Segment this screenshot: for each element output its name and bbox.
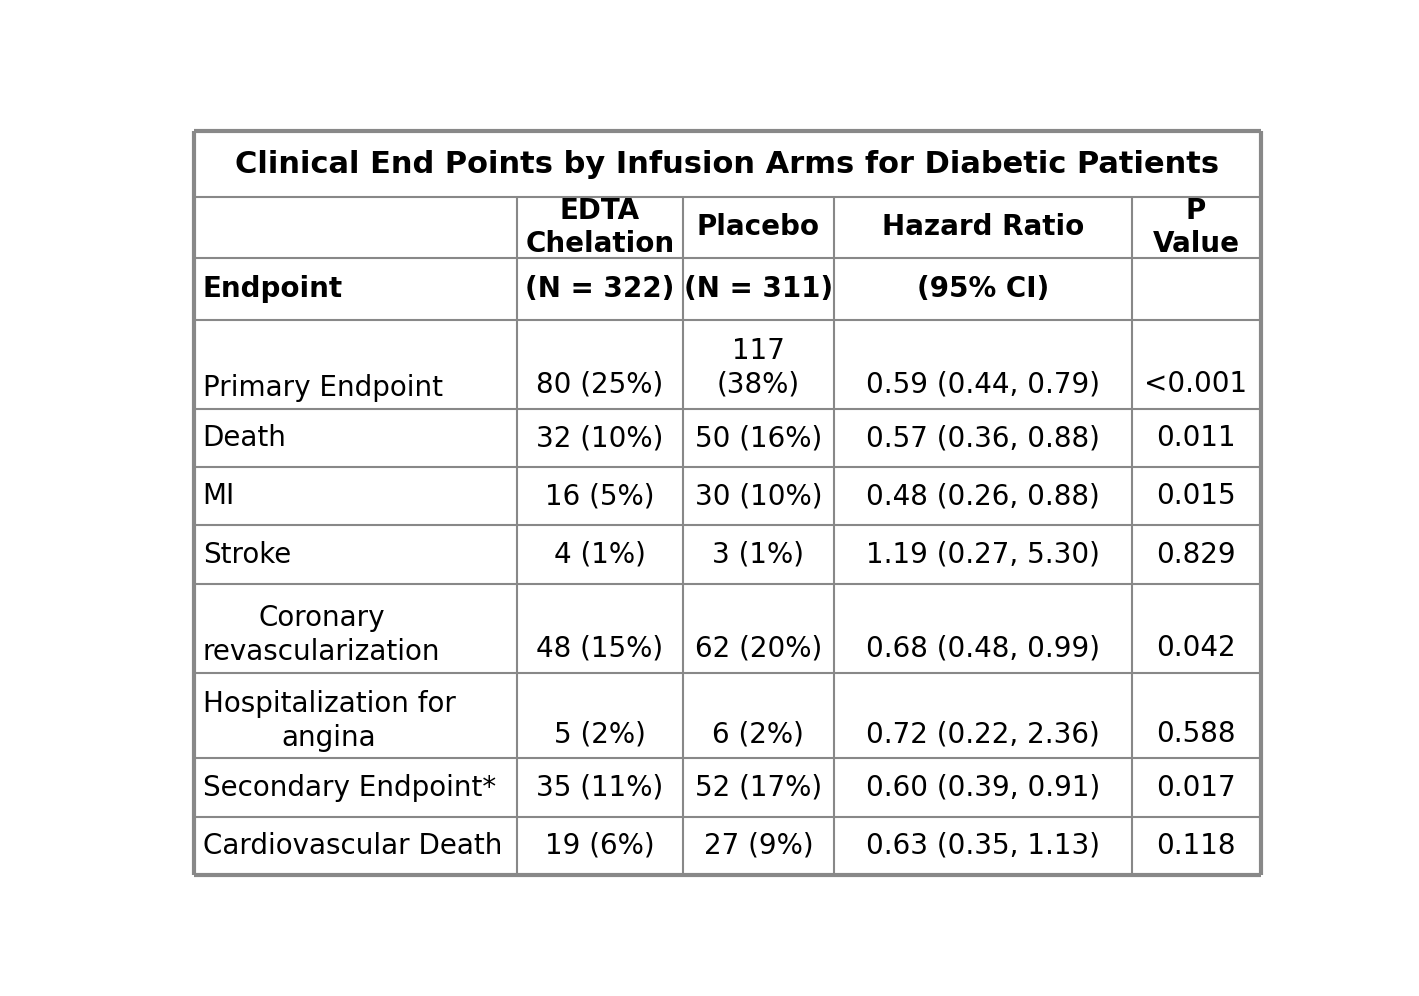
Text: 19 (6%): 19 (6%) bbox=[545, 832, 654, 860]
Text: 30 (10%): 30 (10%) bbox=[695, 482, 822, 510]
Text: Hazard Ratio: Hazard Ratio bbox=[881, 213, 1084, 241]
Text: 16 (5%): 16 (5%) bbox=[545, 482, 654, 510]
Text: Hospitalization for
angina: Hospitalization for angina bbox=[203, 690, 455, 752]
Text: EDTA
Chelation: EDTA Chelation bbox=[525, 196, 674, 258]
Text: Placebo: Placebo bbox=[697, 213, 820, 241]
Text: (N = 322): (N = 322) bbox=[525, 275, 674, 303]
Text: (95% CI): (95% CI) bbox=[917, 275, 1049, 303]
Text: 0.042: 0.042 bbox=[1156, 634, 1236, 662]
Text: Primary Endpoint: Primary Endpoint bbox=[203, 374, 443, 401]
Text: Secondary Endpoint*: Secondary Endpoint* bbox=[203, 774, 495, 802]
Text: 32 (10%): 32 (10%) bbox=[536, 424, 664, 452]
Text: 62 (20%): 62 (20%) bbox=[695, 634, 822, 662]
Text: 0.68 (0.48, 0.99): 0.68 (0.48, 0.99) bbox=[866, 634, 1100, 662]
Text: P
Value: P Value bbox=[1152, 196, 1240, 258]
Text: Stroke: Stroke bbox=[203, 541, 291, 569]
Text: 4 (1%): 4 (1%) bbox=[553, 541, 646, 569]
Text: 6 (2%): 6 (2%) bbox=[712, 720, 805, 748]
Text: Endpoint: Endpoint bbox=[203, 275, 343, 303]
Text: 0.829: 0.829 bbox=[1156, 541, 1236, 569]
Text: (N = 311): (N = 311) bbox=[684, 275, 833, 303]
Text: 0.72 (0.22, 2.36): 0.72 (0.22, 2.36) bbox=[866, 720, 1100, 748]
Text: 5 (2%): 5 (2%) bbox=[553, 720, 646, 748]
Text: 27 (9%): 27 (9%) bbox=[704, 832, 813, 860]
Text: 0.57 (0.36, 0.88): 0.57 (0.36, 0.88) bbox=[866, 424, 1100, 452]
Text: 80 (25%): 80 (25%) bbox=[536, 371, 664, 398]
Text: Clinical End Points by Infusion Arms for Diabetic Patients: Clinical End Points by Infusion Arms for… bbox=[236, 149, 1219, 178]
Text: 0.017: 0.017 bbox=[1156, 774, 1236, 802]
Text: 48 (15%): 48 (15%) bbox=[536, 634, 663, 662]
Text: 0.48 (0.26, 0.88): 0.48 (0.26, 0.88) bbox=[866, 482, 1100, 510]
Text: 35 (11%): 35 (11%) bbox=[536, 774, 664, 802]
Text: 0.59 (0.44, 0.79): 0.59 (0.44, 0.79) bbox=[866, 371, 1100, 398]
Text: 52 (17%): 52 (17%) bbox=[695, 774, 822, 802]
Text: 0.011: 0.011 bbox=[1156, 424, 1236, 452]
Text: 0.63 (0.35, 1.13): 0.63 (0.35, 1.13) bbox=[866, 832, 1100, 860]
Text: 0.015: 0.015 bbox=[1156, 482, 1236, 510]
Text: 50 (16%): 50 (16%) bbox=[695, 424, 822, 452]
Text: <0.001: <0.001 bbox=[1145, 371, 1247, 398]
Text: 0.60 (0.39, 0.91): 0.60 (0.39, 0.91) bbox=[866, 774, 1100, 802]
Text: Coronary
revascularization: Coronary revascularization bbox=[203, 605, 440, 666]
Text: 117
(38%): 117 (38%) bbox=[717, 337, 800, 398]
Text: 3 (1%): 3 (1%) bbox=[712, 541, 805, 569]
Text: Death: Death bbox=[203, 424, 287, 452]
Text: 1.19 (0.27, 5.30): 1.19 (0.27, 5.30) bbox=[866, 541, 1100, 569]
Text: MI: MI bbox=[203, 482, 236, 510]
Text: 0.118: 0.118 bbox=[1156, 832, 1236, 860]
Text: 0.588: 0.588 bbox=[1156, 720, 1236, 748]
Text: Cardiovascular Death: Cardiovascular Death bbox=[203, 832, 502, 860]
